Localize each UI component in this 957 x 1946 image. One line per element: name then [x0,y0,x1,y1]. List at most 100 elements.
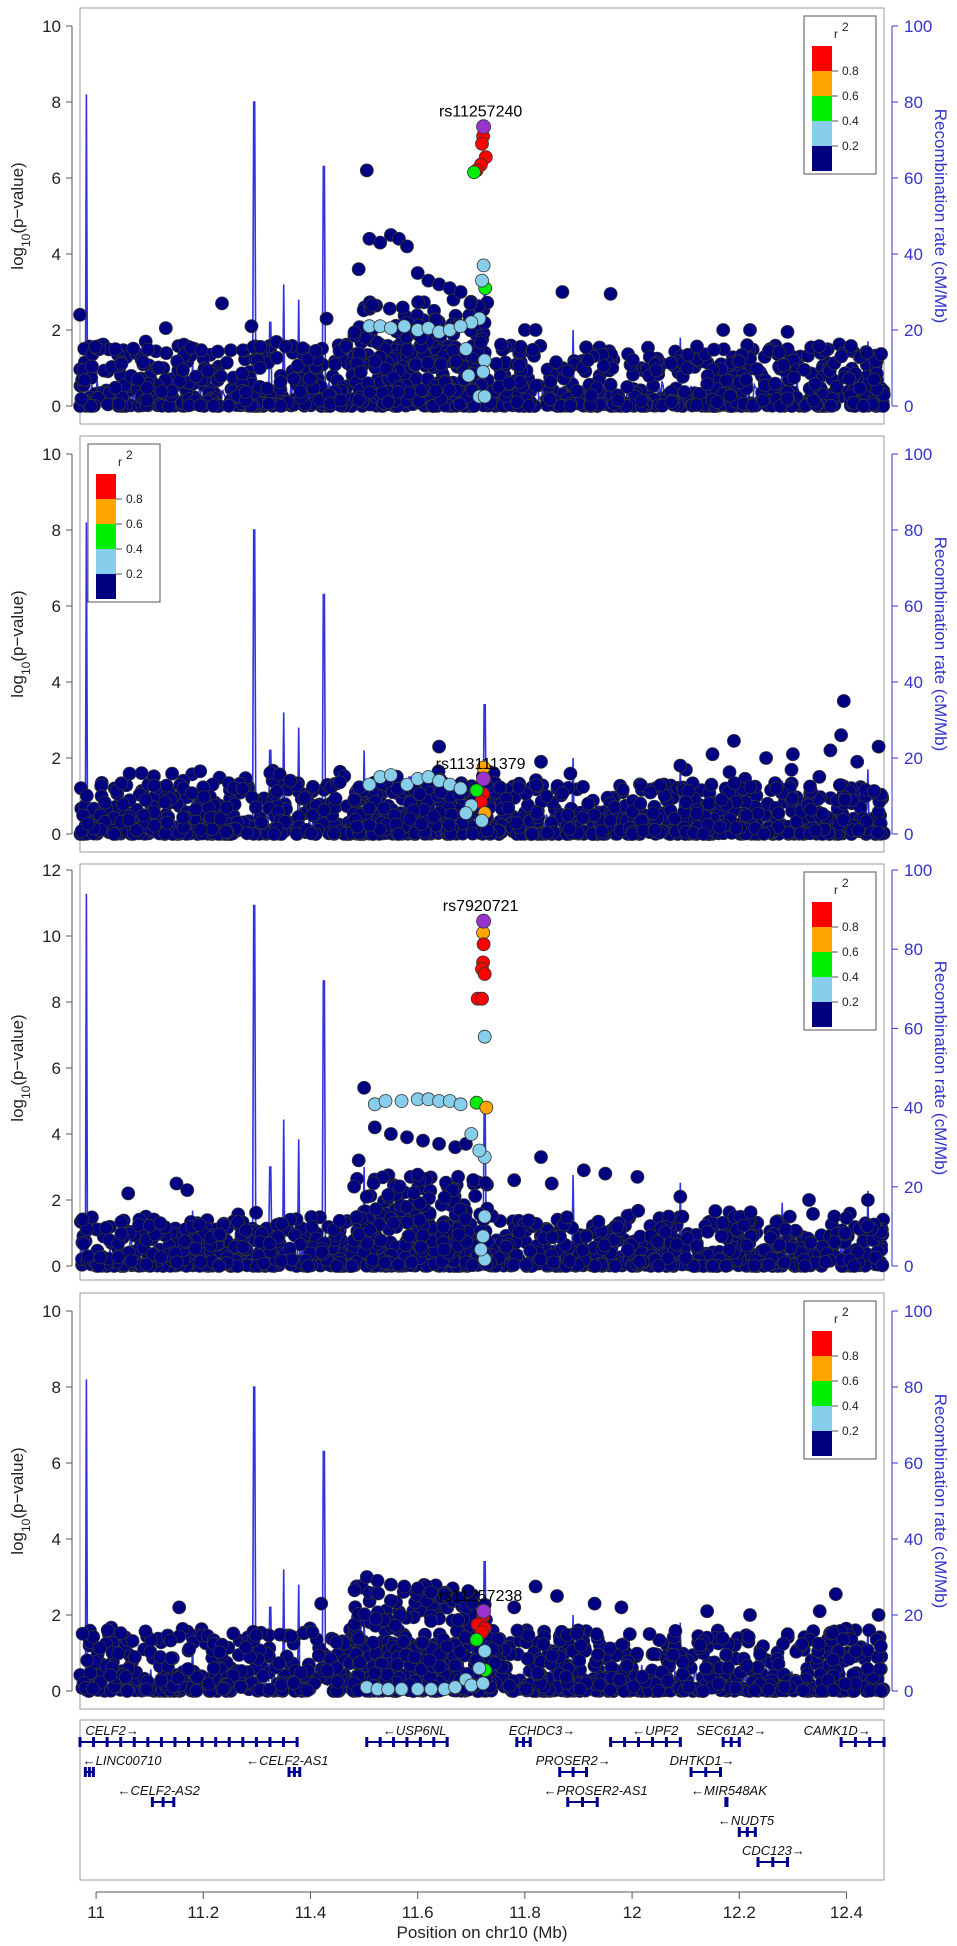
snp-point [719,373,734,388]
snp-point [714,1229,729,1244]
snp-point [165,766,180,781]
snp-point [352,393,366,408]
snp-point [267,827,281,841]
snp-point [563,398,578,413]
snp-point [579,1229,594,1244]
snp-point [465,826,480,841]
snp-point [603,377,618,392]
snp-point [675,1209,690,1224]
snp-point [512,1225,526,1239]
snp-point [73,307,87,322]
snp-point [533,1252,548,1267]
snp-point [347,1179,362,1194]
snp-point-ld [476,258,491,273]
snp-point [625,353,640,367]
y-tick-label: 8 [52,93,61,112]
snp-point [576,1163,591,1178]
y2-tick-label: 20 [904,321,923,340]
snp-point-ld [467,165,481,180]
snp-point [643,785,658,800]
snp-point-ld [476,1229,491,1244]
snp-point [860,1643,875,1658]
snp-point-ld [453,781,468,796]
snp-point [416,1228,430,1243]
snp-point [501,801,516,815]
legend-swatch [812,977,832,1002]
snp-point [126,341,141,356]
snp-point [98,795,112,810]
snp-point [631,1203,646,1218]
legend-swatch [812,902,832,927]
snp-point [159,346,174,361]
snp-point-ld [458,806,473,820]
y2-tick-label: 100 [904,861,932,880]
y2-tick-label: 60 [904,1019,923,1038]
y2-tick-label: 80 [904,940,923,959]
snp-point [154,384,169,399]
snp-point [85,359,99,374]
snp-point [780,391,794,406]
y2-tick-label: 100 [904,445,932,464]
snp-point [563,766,578,781]
legend-label: 0.6 [842,89,859,103]
legend-title-sup: 2 [842,876,849,890]
snp-point [812,339,826,354]
snp-point-ld [453,319,468,334]
snp-point [689,398,704,412]
snp-point [286,371,301,386]
snp-point [715,1216,730,1230]
snp-point [818,1254,833,1269]
snp-point [238,385,253,399]
snp-point [353,365,368,380]
snp-point-ld [461,368,476,383]
snp-point [581,796,596,811]
snp-point [512,358,527,373]
y2-axis-label: Recombination rate (cM/Mb) [931,109,950,323]
y2-tick-label: 80 [904,521,923,540]
snp-point [510,395,525,410]
r2-legend: r 20.80.60.40.2 [803,871,877,1031]
snp-point [829,379,844,394]
snp-point [873,1639,888,1654]
snp-point [803,802,818,817]
snp-point [523,1243,538,1258]
snp-point [555,285,570,299]
snp-point [193,1255,208,1269]
snp-point [434,357,449,372]
snp-point [847,1259,861,1273]
snp-point [383,1127,398,1141]
snp-point [860,1661,875,1676]
snp-point [176,810,191,825]
snp-point [366,1176,381,1191]
lead-snp-label: rs7920721 [443,898,519,915]
snp-point [303,371,317,386]
snp-point [729,821,744,835]
snp-point [350,819,365,834]
snp-point [588,1259,602,1273]
snp-point [136,355,150,370]
snp-point [489,356,504,371]
snp-point [463,296,478,311]
snp-point [827,1235,842,1250]
snp-point [851,823,866,838]
snp-point [596,359,611,374]
y-tick-label: 6 [52,169,61,188]
snp-point [432,1137,447,1151]
snp-point [160,815,175,830]
snp-point [442,817,457,832]
snp-point [400,239,414,254]
snp-point [870,825,885,840]
snp-point [421,355,435,370]
snp-point [806,393,821,408]
snp-point [680,361,695,376]
ylabel-part: log [8,1099,27,1122]
snp-point [673,758,688,773]
snp-point [317,803,332,818]
snp-point-ld [378,1094,393,1108]
snp-point [570,384,584,398]
snp-point [534,754,548,769]
snp-point [493,780,508,795]
snp-point [834,349,849,364]
snp-point [823,398,838,413]
